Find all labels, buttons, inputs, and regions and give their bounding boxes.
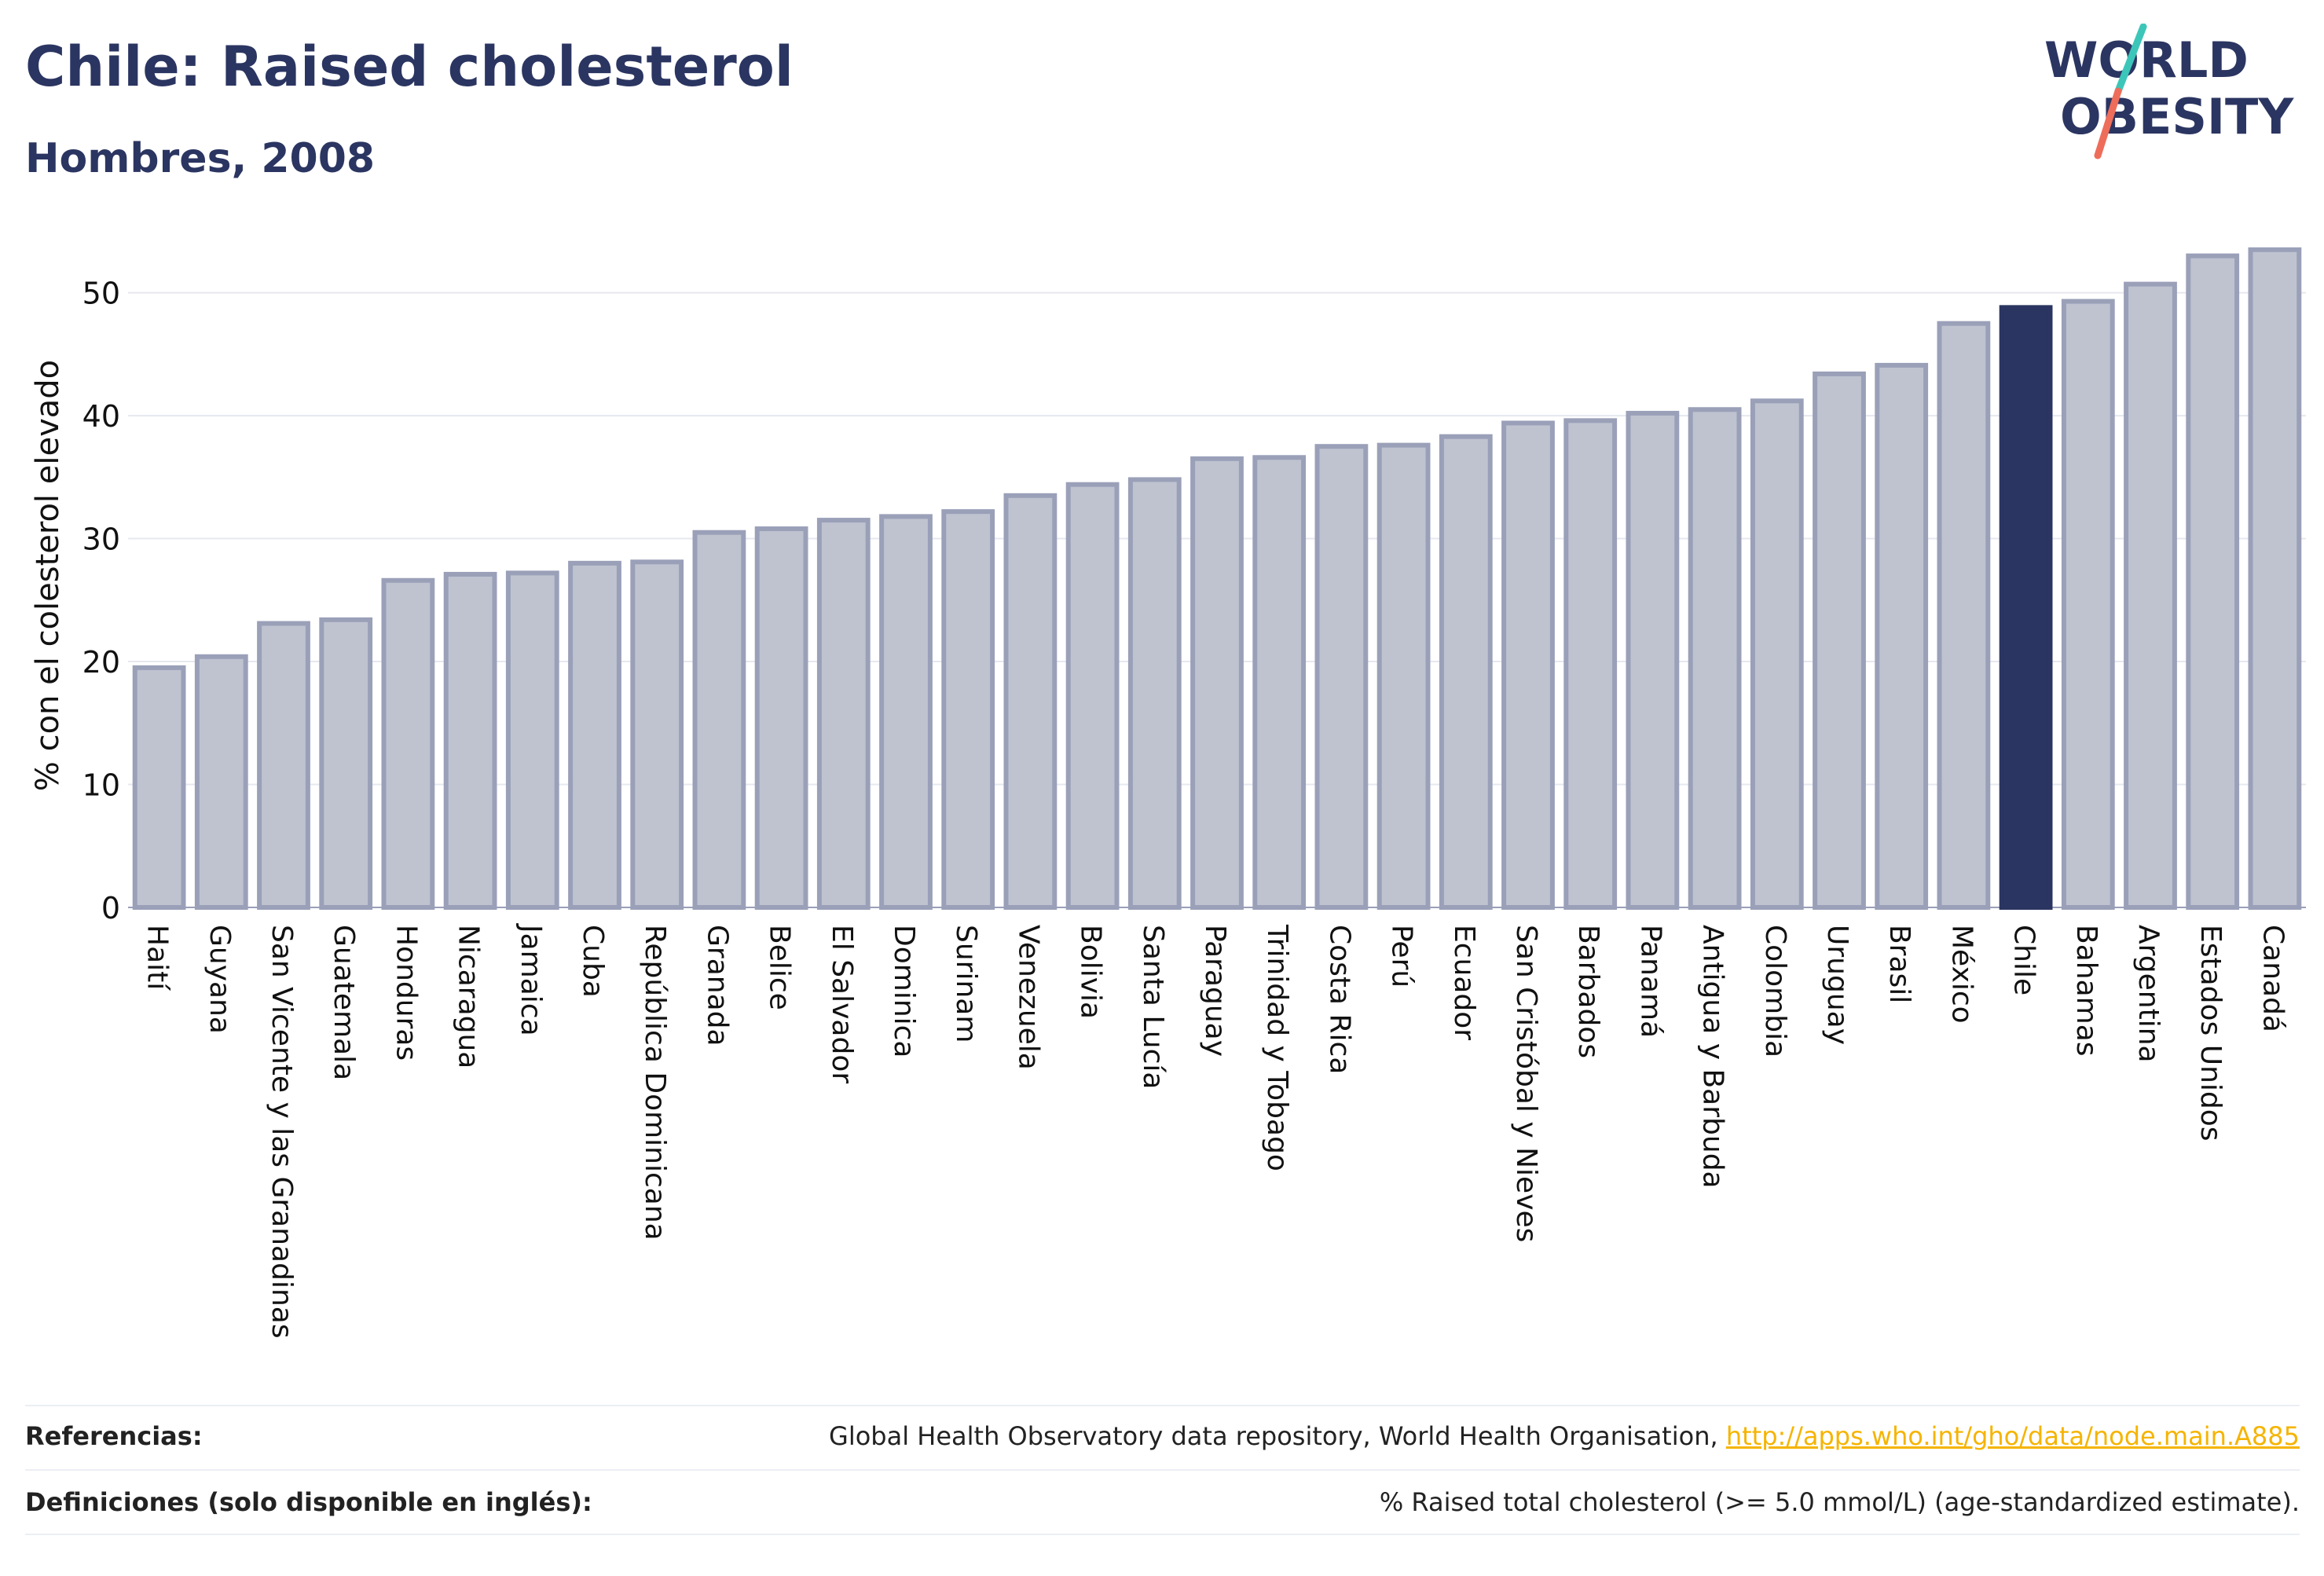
- bar: [2124, 281, 2177, 910]
- x-tick-label: Barbados: [1572, 925, 1604, 1058]
- bar: [1626, 410, 1680, 910]
- x-tick-label: Guatemala: [328, 925, 360, 1080]
- y-tick-labels: 0 10 20 30 40 50: [82, 277, 120, 925]
- bars: [132, 247, 2302, 911]
- definitions-text: % Raised total cholesterol (>= 5.0 mmol/…: [1379, 1487, 2300, 1517]
- bar: [754, 526, 808, 910]
- x-tick-label: Nicaragua: [453, 925, 485, 1068]
- x-tick-label: Santa Lucía: [1137, 925, 1169, 1089]
- x-tick-label: Granada: [701, 925, 733, 1046]
- bar: [194, 654, 248, 910]
- x-tick-label: México: [1945, 925, 1978, 1024]
- x-tick-label: Costa Rica: [1323, 925, 1355, 1074]
- y-tick-label: 40: [82, 399, 120, 434]
- bar: [941, 509, 995, 910]
- bar: [1875, 362, 1929, 910]
- x-tick-label: San Vicente y las Granadinas: [266, 925, 298, 1339]
- bar: [1813, 371, 1866, 910]
- references-text: Global Health Observatory data repositor…: [829, 1421, 1726, 1451]
- bar-highlight: [1999, 305, 2053, 910]
- y-tick-label: 50: [82, 277, 120, 311]
- x-tick-label: Surinam: [950, 925, 982, 1043]
- x-tick-label: Guyana: [203, 925, 236, 1034]
- x-tick-label: Bolivia: [1075, 925, 1107, 1019]
- x-tick-label: Ecuador: [1448, 925, 1480, 1040]
- bar: [1065, 482, 1120, 910]
- x-tick-label: Chile: [2008, 925, 2040, 995]
- x-tick-label: El Salvador: [826, 925, 858, 1083]
- x-tick-labels: Haití Guyana San Vicente y las Granadinas G…: [141, 923, 2289, 1339]
- references-link[interactable]: http://apps.who.int/gho/data/node.main.A…: [1725, 1421, 2300, 1451]
- y-tick-label: 30: [82, 522, 120, 557]
- references-row: Referencias: Global Health Observatory d…: [25, 1405, 2300, 1468]
- y-axis-label: % con el colesterol elevado: [30, 360, 66, 791]
- bar: [1439, 434, 1493, 910]
- x-tick-label: Antigua y Barbuda: [1697, 925, 1729, 1189]
- x-tick-label: Colombia: [1759, 925, 1791, 1057]
- bar: [568, 560, 621, 911]
- x-tick-label: Jamaica: [515, 923, 547, 1036]
- footer-rule-bottom: [25, 1534, 2300, 1535]
- x-tick-label: Bahamas: [2070, 925, 2102, 1057]
- bar: [1127, 477, 1182, 910]
- bar: [1937, 321, 1991, 910]
- bar: [1688, 407, 1742, 910]
- x-tick-label: Panamá: [1634, 925, 1666, 1038]
- bar: [132, 665, 186, 910]
- bar: [1190, 456, 1244, 910]
- x-tick-label: Belice: [764, 925, 796, 1010]
- bar: [816, 518, 871, 910]
- x-tick-label: Paraguay: [1199, 925, 1231, 1057]
- logo-slash-bottom: [2094, 87, 2122, 159]
- bar: [2186, 253, 2240, 911]
- bar: [381, 577, 435, 911]
- bar: [2248, 247, 2302, 910]
- footer-rule-mid: [25, 1469, 2300, 1471]
- x-tick-label: Cuba: [577, 925, 609, 998]
- bar: [879, 514, 933, 911]
- bar: [1252, 455, 1307, 910]
- y-tick-label: 10: [82, 768, 120, 803]
- references-label: Referencias:: [25, 1421, 203, 1451]
- x-tick-label: Trinidad y Tobago: [1261, 924, 1293, 1171]
- bar: [1501, 420, 1555, 910]
- bar: [443, 571, 497, 910]
- logo-line1: WORLD: [2044, 31, 2249, 89]
- x-tick-label: Venezuela: [1012, 925, 1044, 1070]
- bar: [1563, 418, 1618, 910]
- bar: [692, 530, 746, 911]
- chart-title: Chile: Raised cholesterol: [25, 35, 794, 99]
- bar: [630, 559, 684, 910]
- bar: [505, 570, 559, 910]
- bar: [2061, 299, 2115, 910]
- x-tick-label: Argentina: [2132, 925, 2165, 1063]
- bar: [1003, 493, 1058, 910]
- definitions-row: Definiciones (solo disponible en inglés)…: [25, 1471, 2300, 1534]
- bar: [257, 621, 310, 910]
- footer-rule-top: [25, 1405, 2300, 1406]
- definitions-label: Definiciones (solo disponible en inglés)…: [25, 1487, 592, 1517]
- x-tick-label: Dominica: [888, 925, 920, 1058]
- chart-subtitle: Hombres, 2008: [25, 135, 376, 182]
- bar-chart: 0 10 20 30 40 50 Haití Guyana San Vicente y las…: [30, 247, 2306, 1339]
- logo-slash-top: [2114, 24, 2147, 95]
- y-tick-label: 0: [101, 891, 120, 925]
- y-tick-label: 20: [82, 645, 120, 680]
- x-tick-label: Brasil: [1883, 925, 1915, 1003]
- x-tick-label: Canadá: [2256, 925, 2289, 1032]
- x-tick-label: Uruguay: [1821, 925, 1853, 1045]
- x-tick-label: Perú: [1386, 925, 1418, 988]
- logo-line2: OBESITY: [2060, 88, 2294, 145]
- world-obesity-logo: WORLD OBESITY: [2044, 24, 2294, 159]
- bar: [1376, 442, 1431, 910]
- x-tick-label: Haití: [141, 925, 174, 991]
- x-tick-label: Honduras: [390, 925, 422, 1061]
- x-tick-label: República Dominicana: [639, 925, 671, 1241]
- bar: [1314, 444, 1369, 910]
- x-tick-label: San Cristóbal y Nieves: [1510, 925, 1542, 1242]
- bar: [1750, 398, 1804, 910]
- x-tick-label: Estados Unidos: [2194, 925, 2227, 1142]
- bar: [319, 617, 373, 910]
- references-value: Global Health Observatory data repositor…: [829, 1421, 2300, 1451]
